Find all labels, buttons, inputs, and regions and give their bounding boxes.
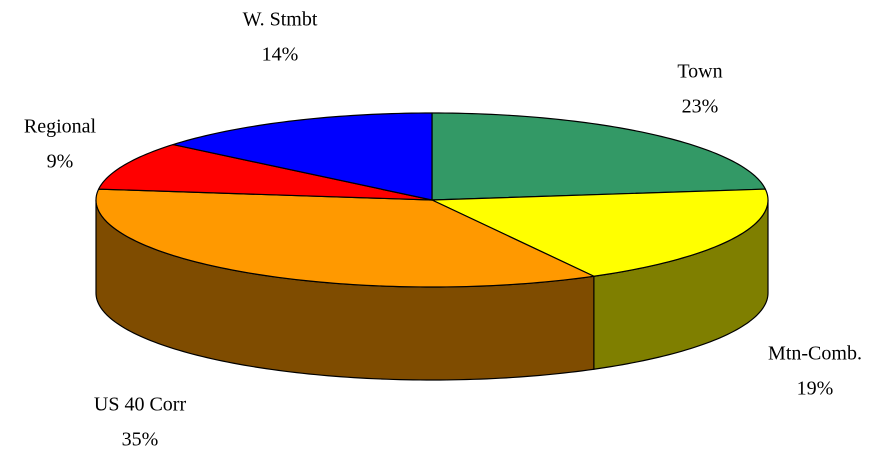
slice-label: Regional <box>24 116 97 138</box>
slice-value-label: 19% <box>797 378 834 400</box>
slice <box>95 188 595 288</box>
slice-label: W. Stmbt <box>243 9 318 31</box>
slice-value-label: 14% <box>262 44 299 66</box>
slice-label: Town <box>677 61 722 83</box>
slice <box>431 112 766 201</box>
slice-value-label: 9% <box>47 151 74 173</box>
slice <box>431 188 769 277</box>
slice <box>172 112 433 201</box>
slice-label: US 40 Corr <box>94 394 187 416</box>
slice-value-label: 23% <box>682 96 719 118</box>
slice-value-label: 35% <box>122 429 159 451</box>
slice-label: Mtn-Comb. <box>768 343 862 365</box>
slice <box>98 143 433 201</box>
